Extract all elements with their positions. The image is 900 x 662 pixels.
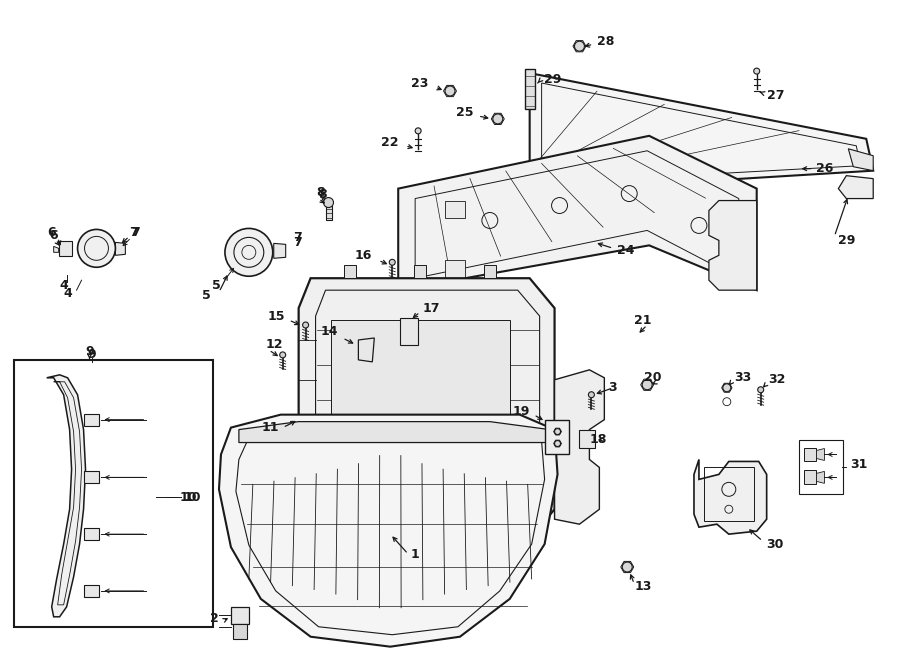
Text: 8: 8 bbox=[316, 186, 325, 199]
Text: 31: 31 bbox=[850, 458, 868, 471]
Text: 7: 7 bbox=[292, 231, 302, 244]
Polygon shape bbox=[330, 455, 509, 519]
Circle shape bbox=[390, 260, 395, 265]
Polygon shape bbox=[54, 246, 58, 252]
Polygon shape bbox=[219, 414, 557, 647]
Text: 10: 10 bbox=[183, 491, 201, 504]
Polygon shape bbox=[358, 338, 374, 362]
Text: 4: 4 bbox=[64, 287, 72, 300]
Polygon shape bbox=[299, 278, 554, 539]
Polygon shape bbox=[115, 242, 125, 256]
Circle shape bbox=[415, 128, 421, 134]
Polygon shape bbox=[530, 73, 873, 191]
Text: 1: 1 bbox=[410, 547, 419, 561]
Circle shape bbox=[758, 387, 764, 393]
Polygon shape bbox=[580, 430, 596, 448]
Circle shape bbox=[723, 384, 731, 392]
Text: 27: 27 bbox=[767, 89, 784, 103]
Polygon shape bbox=[445, 201, 465, 218]
Circle shape bbox=[643, 380, 652, 390]
Polygon shape bbox=[330, 320, 509, 440]
Circle shape bbox=[77, 230, 115, 267]
Text: 9: 9 bbox=[87, 348, 95, 361]
Polygon shape bbox=[816, 471, 824, 483]
Polygon shape bbox=[816, 448, 824, 461]
Polygon shape bbox=[804, 448, 816, 461]
Circle shape bbox=[323, 197, 334, 207]
Polygon shape bbox=[445, 260, 465, 278]
Text: 5: 5 bbox=[212, 279, 220, 292]
Circle shape bbox=[554, 440, 561, 446]
Text: 8: 8 bbox=[319, 188, 328, 201]
Circle shape bbox=[622, 562, 632, 572]
Text: 23: 23 bbox=[410, 77, 428, 89]
Text: 26: 26 bbox=[816, 162, 833, 175]
Text: 20: 20 bbox=[644, 371, 662, 385]
Text: 14: 14 bbox=[321, 326, 338, 338]
Text: 15: 15 bbox=[267, 310, 284, 322]
Text: 30: 30 bbox=[767, 538, 784, 551]
Text: 28: 28 bbox=[598, 34, 615, 48]
Polygon shape bbox=[544, 420, 570, 455]
Polygon shape bbox=[326, 205, 332, 220]
Polygon shape bbox=[839, 175, 873, 199]
Polygon shape bbox=[484, 265, 496, 278]
Text: 5: 5 bbox=[202, 289, 211, 302]
Polygon shape bbox=[238, 422, 550, 442]
Polygon shape bbox=[47, 375, 86, 617]
Text: 6: 6 bbox=[48, 226, 56, 239]
Polygon shape bbox=[233, 624, 247, 639]
Circle shape bbox=[493, 114, 503, 124]
Text: 9: 9 bbox=[86, 346, 94, 358]
Text: 13: 13 bbox=[634, 581, 652, 593]
Circle shape bbox=[302, 322, 309, 328]
Text: 29: 29 bbox=[839, 234, 856, 247]
Circle shape bbox=[753, 68, 760, 74]
Text: 32: 32 bbox=[769, 373, 786, 387]
Polygon shape bbox=[84, 414, 100, 426]
Text: 29: 29 bbox=[544, 73, 561, 85]
Polygon shape bbox=[398, 136, 757, 290]
Text: 16: 16 bbox=[355, 249, 373, 261]
Circle shape bbox=[574, 41, 584, 51]
Text: 22: 22 bbox=[381, 136, 398, 150]
Text: 6: 6 bbox=[50, 229, 58, 242]
Text: 7: 7 bbox=[131, 226, 140, 239]
Polygon shape bbox=[345, 265, 356, 278]
Circle shape bbox=[554, 428, 561, 434]
Polygon shape bbox=[525, 69, 535, 109]
Text: 4: 4 bbox=[59, 279, 68, 292]
Polygon shape bbox=[84, 528, 100, 540]
Polygon shape bbox=[414, 265, 426, 278]
Text: 25: 25 bbox=[456, 107, 474, 119]
Text: 18: 18 bbox=[590, 433, 608, 446]
Text: 19: 19 bbox=[512, 405, 530, 418]
Polygon shape bbox=[400, 318, 418, 345]
Text: 3: 3 bbox=[608, 381, 617, 395]
Polygon shape bbox=[804, 471, 816, 485]
Text: 11: 11 bbox=[261, 421, 279, 434]
Text: 7: 7 bbox=[130, 226, 138, 239]
Polygon shape bbox=[274, 244, 285, 258]
Text: 24: 24 bbox=[617, 244, 634, 257]
Circle shape bbox=[225, 228, 273, 276]
Circle shape bbox=[445, 86, 455, 96]
Text: 17: 17 bbox=[422, 302, 439, 314]
Polygon shape bbox=[849, 149, 873, 171]
Text: 10: 10 bbox=[179, 491, 196, 504]
Text: 7: 7 bbox=[292, 236, 302, 249]
Text: 33: 33 bbox=[734, 371, 752, 385]
Circle shape bbox=[589, 392, 594, 398]
Text: 21: 21 bbox=[634, 314, 652, 326]
Polygon shape bbox=[694, 459, 767, 534]
Polygon shape bbox=[84, 585, 100, 597]
Circle shape bbox=[280, 352, 285, 358]
Text: 2: 2 bbox=[211, 612, 219, 626]
Text: 12: 12 bbox=[266, 338, 284, 352]
Polygon shape bbox=[709, 201, 757, 290]
Polygon shape bbox=[231, 607, 248, 624]
Polygon shape bbox=[84, 471, 100, 483]
Polygon shape bbox=[58, 242, 72, 256]
Polygon shape bbox=[554, 370, 604, 524]
